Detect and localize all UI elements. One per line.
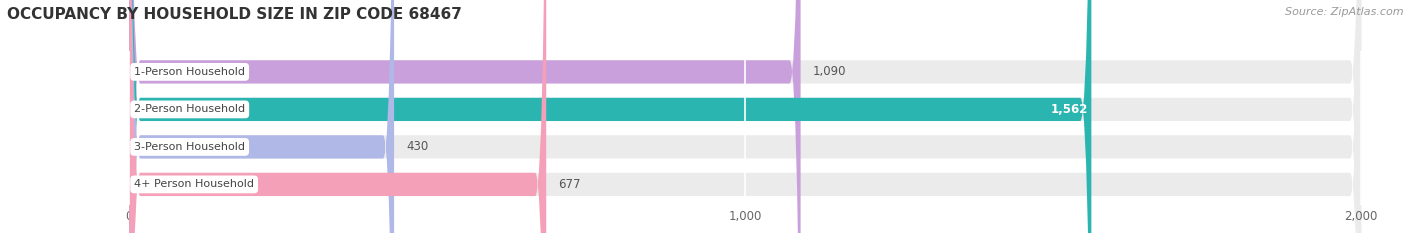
Text: 677: 677 — [558, 178, 581, 191]
FancyBboxPatch shape — [129, 0, 1361, 233]
Text: Source: ZipAtlas.com: Source: ZipAtlas.com — [1285, 7, 1403, 17]
FancyBboxPatch shape — [129, 0, 1361, 233]
Text: 1,090: 1,090 — [813, 65, 846, 78]
Text: 1-Person Household: 1-Person Household — [134, 67, 245, 77]
Text: 4+ Person Household: 4+ Person Household — [134, 179, 254, 189]
Text: 430: 430 — [406, 140, 429, 153]
FancyBboxPatch shape — [129, 0, 546, 233]
Text: 2-Person Household: 2-Person Household — [134, 104, 245, 114]
FancyBboxPatch shape — [129, 0, 1361, 233]
FancyBboxPatch shape — [129, 0, 1091, 233]
FancyBboxPatch shape — [129, 0, 1361, 233]
FancyBboxPatch shape — [129, 0, 800, 233]
Text: OCCUPANCY BY HOUSEHOLD SIZE IN ZIP CODE 68467: OCCUPANCY BY HOUSEHOLD SIZE IN ZIP CODE … — [7, 7, 463, 22]
FancyBboxPatch shape — [129, 0, 394, 233]
Text: 1,562: 1,562 — [1050, 103, 1088, 116]
Text: 3-Person Household: 3-Person Household — [134, 142, 245, 152]
